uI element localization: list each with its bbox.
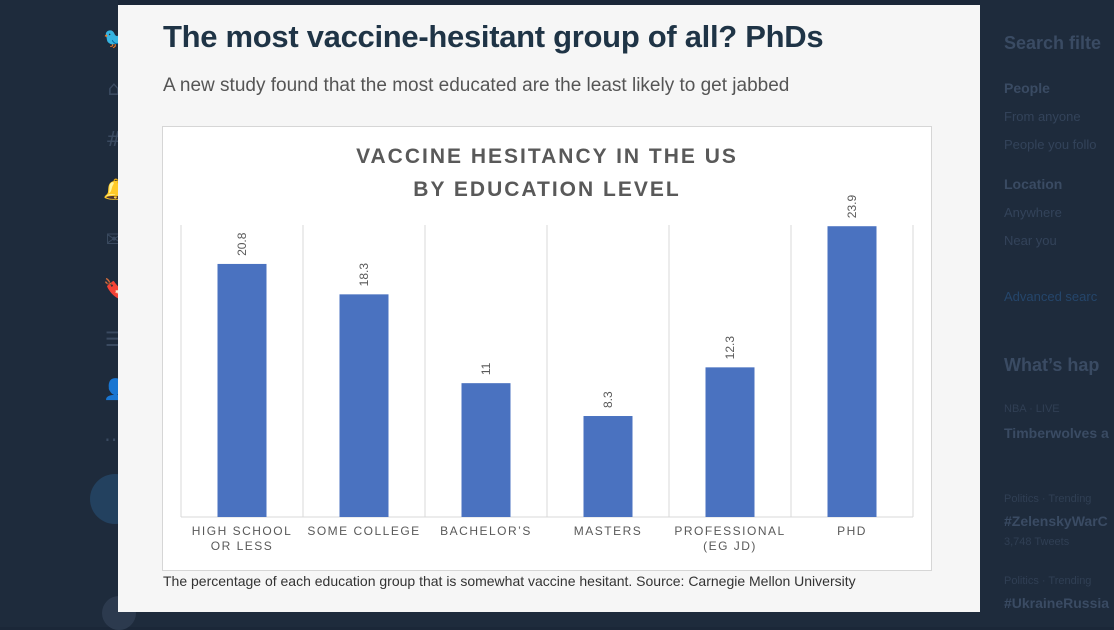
chart-title-line-1: VACCINE HESITANCY IN THE US [356, 145, 738, 168]
near-you-option[interactable]: Near you [1004, 233, 1057, 248]
bar [461, 383, 511, 517]
trend-meta: Politics · Trending [1004, 575, 1092, 587]
whats-happening-heading: What’s hap [1004, 355, 1100, 375]
category-label: HIGH SCHOOL [192, 524, 293, 538]
trend-meta: NBA · LIVE [1004, 403, 1060, 415]
from-anyone-option[interactable]: From anyone [1004, 109, 1081, 124]
background-left-panel [0, 0, 118, 627]
article-image-card: The most vaccine-hesitant group of all? … [118, 5, 980, 612]
bar [705, 367, 755, 517]
background-right-panel [980, 0, 1114, 627]
advanced-search-link[interactable]: Advanced searc [1004, 289, 1098, 304]
data-label: 23.9 [845, 195, 859, 219]
page-title: The most vaccine-hesitant group of all? … [163, 19, 824, 54]
category-label: SOME COLLEGE [307, 524, 420, 538]
bar [827, 226, 877, 517]
bar [217, 263, 267, 517]
category-label: (EG JD) [703, 539, 757, 553]
trend-title[interactable]: #ZelenskyWarC [1004, 513, 1108, 529]
category-label: OR LESS [211, 539, 274, 553]
people-heading: People [1004, 80, 1050, 96]
data-label: 20.8 [235, 232, 249, 256]
article-subhead: A new study found that the most educated… [163, 75, 790, 96]
data-label: 18.3 [357, 263, 371, 287]
trend-title[interactable]: Timberwolves a [1004, 425, 1109, 441]
location-heading: Location [1004, 176, 1063, 192]
data-label: 11 [479, 362, 493, 375]
bar [339, 294, 389, 517]
chart-caption: The percentage of each education group t… [163, 573, 856, 589]
chart-container: VACCINE HESITANCY IN THE US BY EDUCATION… [162, 126, 932, 571]
trend-count: 3,748 Tweets [1004, 536, 1070, 548]
category-label: PHD [837, 524, 867, 538]
chart-title-line-2: BY EDUCATION LEVEL [413, 178, 681, 201]
bar [583, 416, 633, 517]
people-you-follow-option[interactable]: People you follo [1004, 137, 1097, 152]
category-label: MASTERS [574, 524, 643, 538]
trend-meta: Politics · Trending [1004, 493, 1092, 505]
background-bottom-strip [118, 612, 980, 627]
category-label: BACHELOR’S [440, 524, 532, 538]
data-label: 12.3 [723, 336, 737, 360]
trend-title[interactable]: #UkraineRussia [1004, 595, 1110, 611]
category-label: PROFESSIONAL [674, 524, 785, 538]
home-icon[interactable]: ⌂ [107, 76, 121, 100]
data-label: 8.3 [601, 391, 615, 408]
anywhere-option[interactable]: Anywhere [1004, 205, 1062, 220]
search-filters-heading: Search filte [1004, 33, 1102, 53]
